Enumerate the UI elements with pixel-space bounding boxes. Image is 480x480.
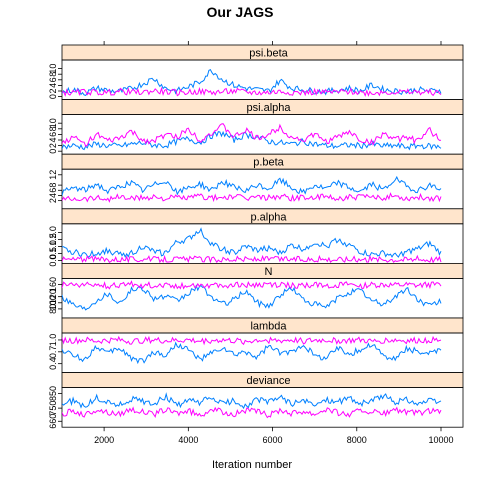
strip-label: psi.alpha [246, 102, 291, 114]
x-tick-label: 8000 [347, 435, 367, 445]
y-tick-label: 12 [48, 170, 58, 180]
chain-1-trace [62, 175, 442, 196]
strip-header [61, 262, 464, 279]
x-tick-label: 10000 [428, 435, 453, 445]
strip-label: p.beta [253, 157, 284, 169]
x-tick-label: 4000 [178, 435, 198, 445]
y-tick-label: 4 [48, 193, 58, 198]
y-tick-label: 0.4 [48, 357, 58, 370]
chain-2-trace [62, 123, 442, 147]
chain-1-trace [62, 69, 442, 96]
y-tick-label: 6 [48, 188, 58, 193]
panels: psi.beta0246810psi.alpha0246810p.beta246… [48, 44, 464, 429]
strip-label: lambda [250, 321, 287, 333]
y-tick-label: 750 [48, 401, 58, 416]
bottom-axis: 2000 4000 6000 8000 10000 [94, 427, 454, 445]
chain-1-trace [62, 130, 442, 151]
strip-label: N [265, 266, 273, 278]
y-tick-label: 6 [48, 132, 58, 137]
y-tick-label: 100 [48, 295, 58, 310]
y-tick-label: 0.5 [48, 247, 58, 260]
chain-2-trace [62, 86, 442, 97]
plot-area [61, 277, 464, 319]
y-tick-label: 8 [48, 183, 58, 188]
chain-2-trace [62, 192, 442, 203]
chart-title: Our JAGS [207, 4, 274, 20]
x-tick-label: 6000 [263, 435, 283, 445]
chain-1-trace [62, 341, 442, 365]
y-tick-label: 850 [48, 386, 58, 401]
y-tick-label: 1.0 [48, 334, 58, 347]
panel-lambda: lambda 0.40.71.0 [48, 317, 464, 373]
y-tick-label: 2 [48, 143, 58, 148]
y-tick-label: 1.5 [48, 233, 58, 246]
chain-2-trace [62, 406, 442, 419]
y-tick-label: 4 [48, 137, 58, 142]
y-tick-label: 120 [48, 289, 58, 304]
y-tick-label: 6 [48, 77, 58, 82]
y-tick-label: 10 [48, 118, 58, 128]
y-tick-label: 0 [48, 149, 58, 154]
chain-1-trace [62, 392, 442, 410]
x-axis-label: Iteration number [212, 459, 292, 471]
y-tick-label: 10 [48, 64, 58, 74]
y-tick-label: 4 [48, 83, 58, 88]
strip-label: p.alpha [250, 211, 287, 223]
y-tick-label: 8 [48, 126, 58, 131]
top-axis-ticks [103, 41, 442, 45]
chain-1-trace [62, 284, 442, 311]
y-tick-label: 0.0 [48, 254, 58, 267]
y-tick-label: 1.0 [48, 240, 58, 253]
y-tick-label: 160 [48, 277, 58, 292]
strip-label: deviance [246, 375, 290, 387]
chain-2-trace [62, 254, 442, 264]
strip-label: psi.beta [249, 48, 288, 60]
y-tick-label: 8 [48, 72, 58, 77]
plot-area [61, 114, 464, 155]
plot-area [61, 387, 464, 428]
y-tick-label: 2 [48, 198, 58, 203]
y-tick-label: 0.7 [48, 346, 58, 359]
x-tick-label: 2000 [94, 435, 114, 445]
y-tick-label: 2.0 [48, 226, 58, 239]
y-tick-label: 660 [48, 414, 58, 429]
chain-2-trace [62, 335, 442, 346]
chain-1-trace [62, 227, 442, 258]
panel-p-alpha: p.alpha 0.00.51.01.52.0 [48, 208, 464, 267]
y-tick-label: 0 [48, 94, 58, 99]
y-tick-label: 2 [48, 88, 58, 93]
y-tick-label: 80 [48, 304, 58, 314]
chain-2-trace [62, 280, 442, 290]
